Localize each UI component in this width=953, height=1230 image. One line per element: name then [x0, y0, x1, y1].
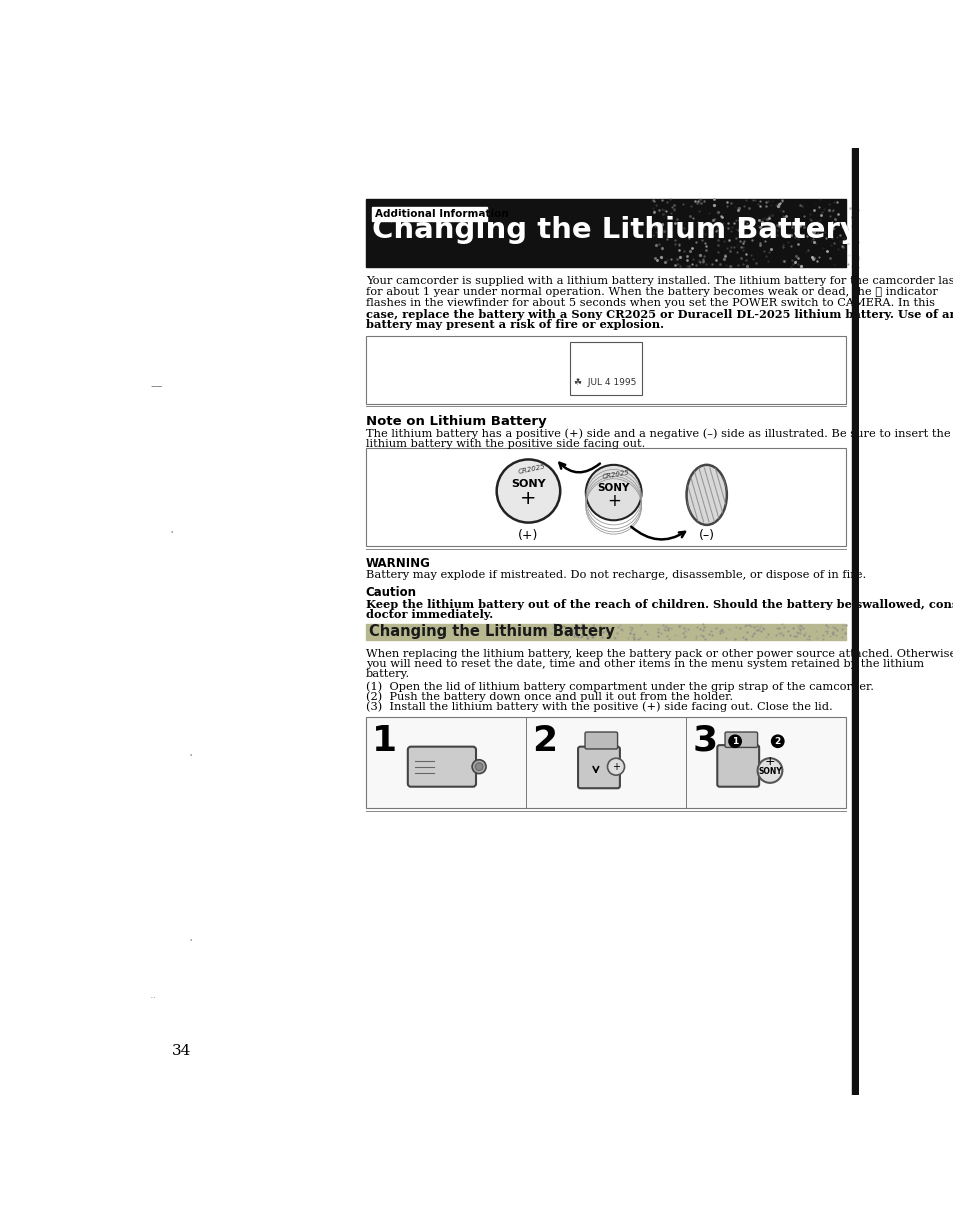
Text: Changing the Lithium Battery: Changing the Lithium Battery [372, 215, 858, 244]
Text: 1: 1 [372, 723, 396, 758]
Bar [365, 448, 845, 546]
Text: WARNING: WARNING [365, 557, 430, 571]
Ellipse shape [607, 758, 624, 775]
Circle shape [771, 736, 783, 748]
Text: Note on Lithium Battery: Note on Lithium Battery [365, 415, 546, 428]
Text: +: + [606, 492, 620, 510]
Text: lithium battery with the positive side facing out.: lithium battery with the positive side f… [365, 439, 644, 449]
Text: Caution: Caution [365, 587, 416, 599]
Bar [851, 148, 858, 1095]
Text: Keep the lithium battery out of the reach of children. Should the battery be swa: Keep the lithium battery out of the reac… [365, 599, 953, 610]
Text: ·: · [170, 525, 173, 540]
Text: (3)  Install the lithium battery with the positive (+) side facing out. Close th: (3) Install the lithium battery with the… [365, 701, 832, 712]
Text: 34: 34 [172, 1044, 192, 1058]
Text: ☘  JUL 4 1995: ☘ JUL 4 1995 [574, 378, 636, 387]
Text: SONY: SONY [758, 766, 781, 776]
Text: +: + [612, 761, 619, 771]
Text: ·: · [189, 934, 193, 947]
Text: ··: ·· [150, 994, 157, 1004]
Text: ––: –– [150, 380, 163, 392]
Text: (2)  Push the battery down once and pull it out from the holder.: (2) Push the battery down once and pull … [365, 691, 732, 702]
Bar [365, 717, 845, 808]
Text: flashes in the viewfinder for about 5 seconds when you set the POWER switch to C: flashes in the viewfinder for about 5 se… [365, 298, 934, 308]
FancyBboxPatch shape [584, 732, 617, 749]
Ellipse shape [497, 460, 559, 523]
Text: +: + [519, 490, 537, 508]
Ellipse shape [472, 760, 486, 774]
Text: CR2025: CR2025 [601, 469, 630, 480]
Text: Changing the Lithium Battery: Changing the Lithium Battery [369, 625, 614, 640]
Text: SONY: SONY [597, 483, 629, 493]
Bar [570, 342, 641, 395]
Text: 2: 2 [532, 723, 557, 758]
Ellipse shape [475, 763, 482, 770]
Text: you will need to reset the date, time and other items in the menu system retaine: you will need to reset the date, time an… [365, 659, 923, 669]
Ellipse shape [757, 758, 781, 782]
Text: (+): (+) [517, 529, 538, 541]
Ellipse shape [585, 465, 641, 520]
Ellipse shape [686, 465, 726, 525]
Text: CR2025: CR2025 [517, 464, 545, 475]
Text: (–): (–) [698, 529, 714, 541]
Text: The lithium battery has a positive (+) side and a negative (–) side as illustrat: The lithium battery has a positive (+) s… [365, 428, 949, 439]
Text: for about 1 year under normal operation. When the battery becomes weak or dead, : for about 1 year under normal operation.… [365, 287, 937, 296]
Text: Battery may explode if mistreated. Do not recharge, disassemble, or dispose of i: Battery may explode if mistreated. Do no… [365, 569, 865, 579]
Text: Additional Information: Additional Information [375, 209, 508, 219]
Text: +: + [764, 755, 775, 769]
Bar [365, 625, 845, 640]
Text: Your camcorder is supplied with a lithium battery installed. The lithium battery: Your camcorder is supplied with a lithiu… [365, 277, 953, 287]
Bar [365, 336, 845, 403]
Text: When replacing the lithium battery, keep the battery pack or other power source : When replacing the lithium battery, keep… [365, 649, 953, 659]
Text: battery may present a risk of fire or explosion.: battery may present a risk of fire or ex… [365, 320, 663, 331]
Text: 1: 1 [731, 737, 738, 745]
FancyBboxPatch shape [578, 747, 619, 788]
Text: SONY: SONY [511, 480, 545, 490]
Text: battery.: battery. [365, 669, 410, 679]
Text: (1)  Open the lid of lithium battery compartment under the grip strap of the cam: (1) Open the lid of lithium battery comp… [365, 681, 873, 691]
FancyBboxPatch shape [724, 732, 757, 748]
Circle shape [728, 736, 740, 748]
Text: case, replace the battery with a Sony CR2025 or Duracell DL-2025 lithium battery: case, replace the battery with a Sony CR… [365, 309, 953, 320]
Bar [372, 207, 486, 220]
Bar [365, 199, 845, 267]
Text: ·: · [189, 749, 193, 763]
FancyBboxPatch shape [407, 747, 476, 787]
Text: 3: 3 [692, 723, 717, 758]
Text: doctor immediately.: doctor immediately. [365, 609, 493, 620]
FancyBboxPatch shape [717, 745, 759, 787]
Text: 2: 2 [774, 737, 781, 745]
